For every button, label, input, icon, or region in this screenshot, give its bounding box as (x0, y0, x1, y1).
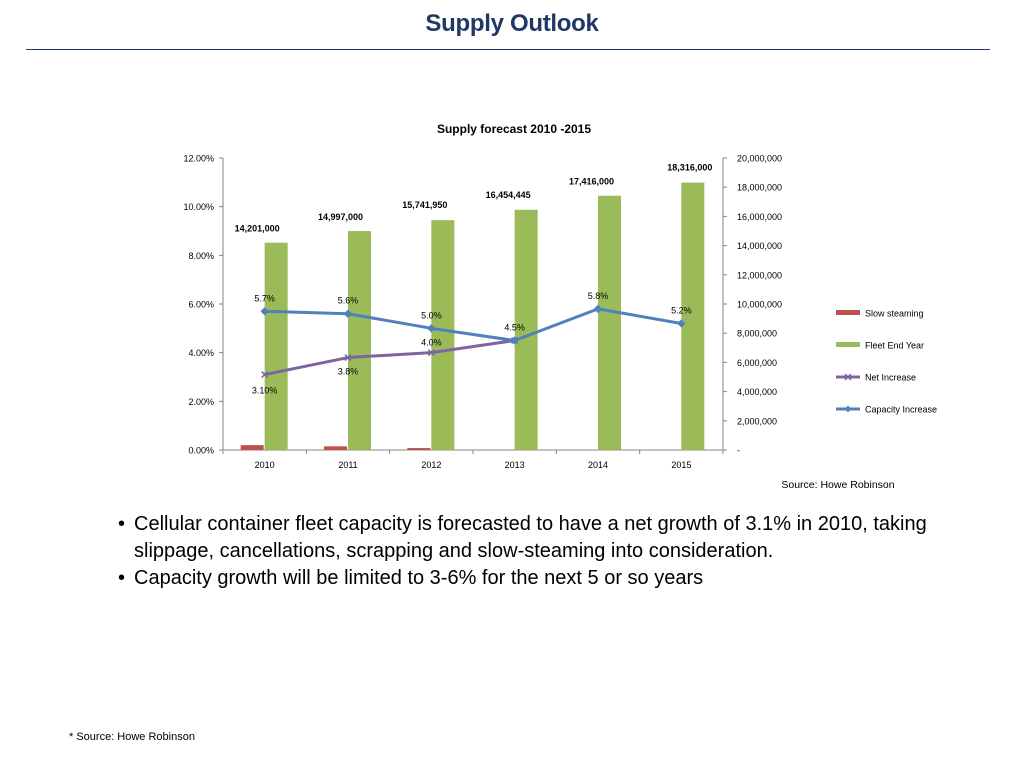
slow-steaming-bar (407, 448, 431, 450)
legend-label: Net Increase (865, 373, 916, 383)
net-increase-data-label: 3.10% (252, 386, 278, 396)
right-tick-label: 10,000,000 (737, 300, 782, 310)
capacity-increase-point (343, 309, 353, 318)
capacity-increase-point (427, 324, 436, 333)
bullet-item: • Cellular container fleet capacity is f… (118, 511, 998, 565)
net-increase-point (261, 371, 269, 379)
capacity-increase-point (260, 307, 269, 316)
legend-label: Fleet End Year (865, 341, 924, 351)
left-tick-label: 10.00% (183, 202, 214, 212)
fleet-end-year-bar (681, 182, 705, 450)
right-tick-label: 16,000,000 (737, 212, 782, 222)
bullet-text: Cellular container fleet capacity is for… (134, 513, 927, 562)
net-increase-line (264, 339, 515, 377)
fleet-data-label: 14,201,000 (235, 224, 280, 234)
fleet-end-year-bar (514, 209, 538, 450)
capacity-increase-line (264, 307, 682, 342)
right-tick-label: 20,000,000 (737, 154, 782, 164)
left-tick-label: 4.00% (188, 348, 214, 358)
capacity-increase-data-label: 5.8% (588, 291, 609, 301)
fleet-data-label: 17,416,000 (569, 177, 614, 187)
right-tick-label: 6,000,000 (737, 358, 777, 368)
fleet-end-year-bar (264, 242, 288, 450)
x-tick-label: 2015 (671, 460, 691, 470)
fleet-data-label: 14,997,000 (318, 212, 363, 222)
left-tick-label: 8.00% (188, 251, 214, 261)
right-tick-label: - (737, 446, 740, 456)
bullet-list: • Cellular container fleet capacity is f… (118, 511, 998, 592)
right-tick-label: 14,000,000 (737, 241, 782, 251)
chart-source: Source: Howe Robinson (781, 479, 894, 491)
fleet-data-label: 18,316,000 (667, 163, 712, 173)
fleet-data-label: 16,454,445 (486, 190, 531, 200)
net-increase-data-label: 4.0% (421, 338, 442, 348)
fleet-end-year-bar (348, 231, 371, 450)
bullet-dot: • (118, 567, 126, 589)
capacity-increase-data-label: 5.0% (421, 310, 442, 320)
fleet-data-label: 15,741,950 (402, 200, 447, 210)
legend-marker (844, 373, 852, 381)
chart-title: Supply forecast 2010 -2015 (437, 122, 591, 136)
bullet-item: • Capacity growth will be limited to 3-6… (118, 565, 998, 592)
x-tick-label: 2013 (505, 460, 525, 470)
legend-label: Slow steaming (865, 309, 924, 319)
footnote: * Source: Howe Robinson (69, 731, 195, 743)
x-tick-label: 2011 (338, 460, 357, 470)
net-increase-point (427, 349, 435, 357)
right-tick-label: 12,000,000 (737, 270, 782, 280)
slow-steaming-bar (240, 445, 264, 450)
title-divider (26, 49, 990, 50)
x-tick-label: 2012 (421, 460, 441, 470)
right-tick-label: 8,000,000 (737, 329, 777, 339)
capacity-increase-point (510, 336, 519, 345)
x-tick-label: 2010 (255, 460, 275, 470)
legend-label: Capacity Increase (865, 405, 937, 415)
bullet-text: Capacity growth will be limited to 3-6% … (134, 567, 704, 589)
right-tick-label: 4,000,000 (737, 387, 777, 397)
net-increase-point (344, 354, 352, 362)
left-tick-label: 2.00% (188, 397, 214, 407)
right-tick-label: 18,000,000 (737, 183, 782, 193)
x-tick-label: 2014 (588, 460, 608, 470)
right-tick-label: 2,000,000 (737, 416, 777, 426)
legend-marker (844, 405, 852, 413)
capacity-increase-point (677, 319, 686, 328)
capacity-increase-data-label: 5.2% (671, 305, 692, 315)
left-tick-label: 6.00% (188, 300, 214, 310)
left-tick-label: 12.00% (183, 154, 214, 164)
fleet-end-year-bar (598, 195, 621, 450)
supply-forecast-chart: Supply forecast 2010 -2015 0.00% 2.00% 4.00… (183, 122, 937, 491)
legend-swatch (836, 310, 860, 315)
capacity-increase-data-label: 5.7% (254, 293, 275, 303)
fleet-end-year-bar (431, 220, 455, 450)
capacity-increase-data-label: 5.6% (338, 296, 359, 306)
capacity-increase-point (593, 304, 603, 314)
bullet-dot: • (118, 513, 126, 535)
slide-title: Supply Outlook (425, 10, 599, 37)
left-tick-label: 0.00% (188, 446, 214, 456)
legend-swatch (836, 342, 860, 347)
net-increase-data-label: 3.8% (338, 367, 359, 377)
slow-steaming-bar (324, 446, 347, 450)
capacity-increase-data-label: 4.5% (504, 323, 525, 333)
